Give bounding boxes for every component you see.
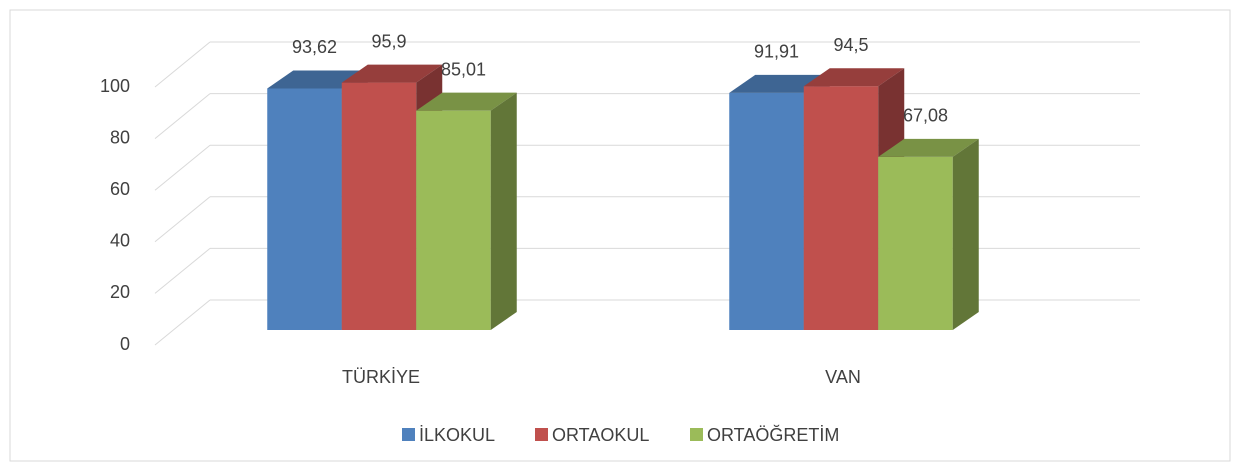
bar-top	[803, 68, 905, 87]
bar-top	[416, 92, 517, 111]
data-label: 93,62	[292, 37, 337, 57]
data-label: 95,9	[371, 31, 406, 51]
x-tick-label: VAN	[825, 367, 861, 387]
grid-line	[154, 144, 211, 191]
y-tick-label: 60	[110, 179, 130, 199]
bar	[878, 138, 979, 330]
legend-swatch	[535, 428, 548, 441]
bar-front	[416, 110, 491, 331]
bar-front	[803, 86, 879, 330]
bar-front	[267, 88, 342, 330]
y-tick-label: 40	[110, 231, 130, 251]
y-tick-label: 80	[110, 127, 130, 147]
legend-swatch	[402, 428, 415, 441]
bar-top	[341, 64, 443, 83]
legend-label: ORTAÖĞRETİM	[707, 424, 839, 445]
bar-front	[878, 156, 953, 330]
data-label: 67,08	[903, 106, 948, 126]
legend-swatch	[690, 428, 703, 441]
grid-line	[154, 41, 211, 88]
bar-side	[952, 138, 979, 330]
chart-frame	[9, 9, 1231, 462]
grid-line	[154, 248, 211, 294]
data-label: 94,5	[833, 35, 868, 55]
legend-label: İLKOKUL	[419, 425, 495, 445]
x-tick-label: TÜRKİYE	[342, 367, 420, 387]
bar-front	[729, 92, 804, 331]
grid-line	[154, 299, 211, 346]
bar-side	[490, 92, 517, 331]
data-label: 85,01	[441, 59, 486, 79]
bar-front	[341, 82, 417, 330]
grid-line	[154, 93, 211, 139]
y-tick-label: 0	[120, 334, 130, 354]
grid-line	[154, 196, 211, 243]
y-tick-label: 20	[110, 282, 130, 302]
bar	[416, 92, 517, 331]
y-tick-label: 100	[100, 76, 130, 96]
data-label: 91,91	[754, 42, 799, 62]
legend-label: ORTAOKUL	[552, 425, 649, 445]
bar-top	[878, 138, 979, 157]
